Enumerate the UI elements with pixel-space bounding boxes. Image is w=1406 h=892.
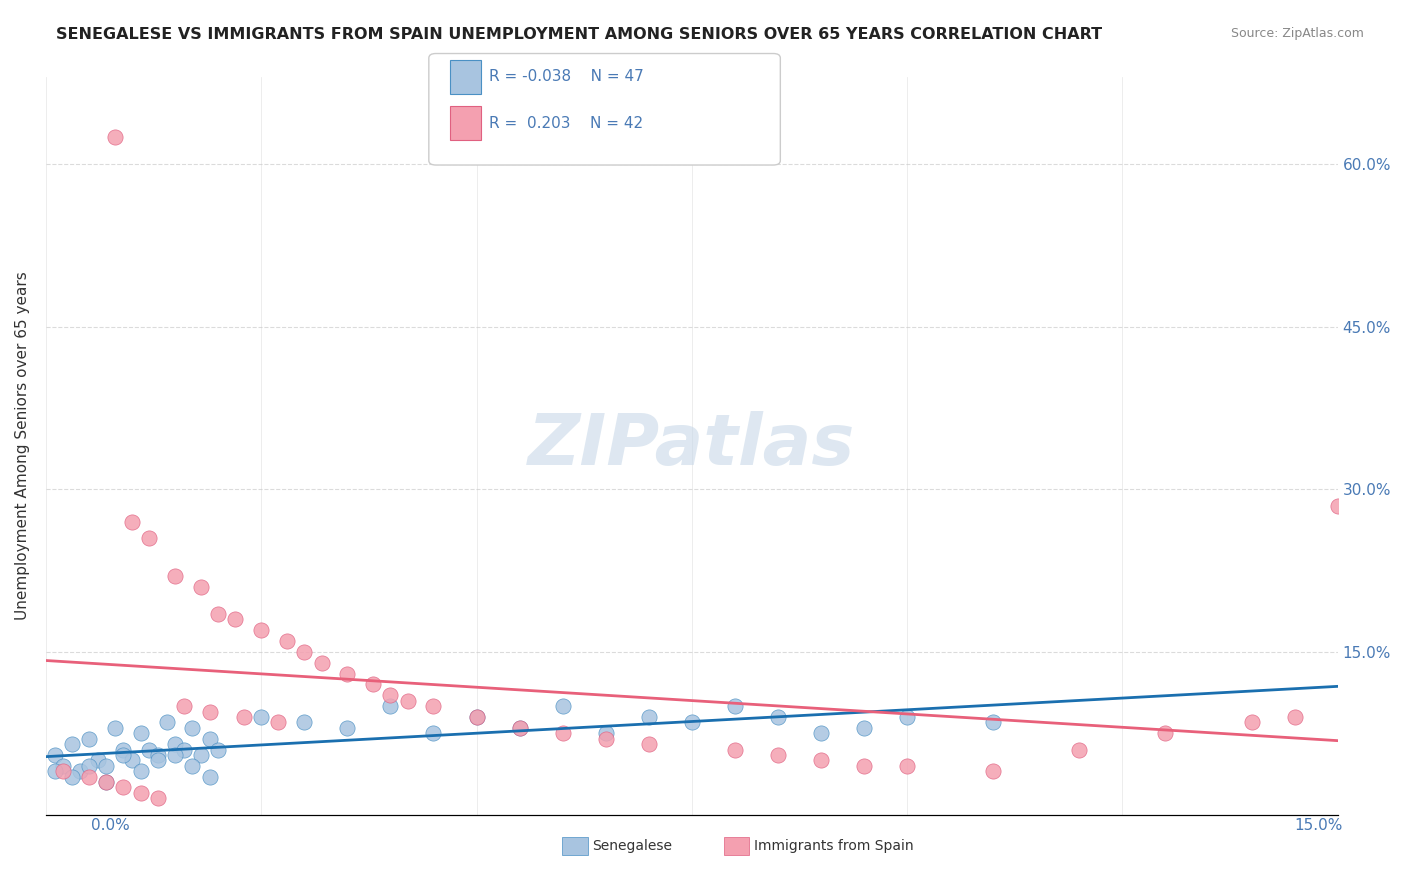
- Point: [422, 699, 444, 714]
- Point: [981, 764, 1004, 779]
- Point: [810, 726, 832, 740]
- Point: [60, 770, 83, 784]
- Point: [44, 747, 66, 762]
- Point: [896, 758, 918, 772]
- Point: [198, 770, 221, 784]
- Point: [52, 764, 75, 779]
- Point: [724, 699, 747, 714]
- Point: [207, 742, 229, 756]
- Point: [853, 721, 876, 735]
- Point: [336, 666, 359, 681]
- Point: [52, 758, 75, 772]
- Y-axis label: Unemployment Among Seniors over 65 years: Unemployment Among Seniors over 65 years: [15, 272, 30, 620]
- Point: [292, 645, 315, 659]
- Point: [165, 747, 187, 762]
- Point: [104, 721, 127, 735]
- Point: [69, 764, 91, 779]
- Point: [181, 758, 204, 772]
- Text: R = -0.038    N = 47: R = -0.038 N = 47: [489, 70, 644, 84]
- Point: [766, 747, 789, 762]
- Point: [121, 753, 143, 767]
- Text: Source: ZipAtlas.com: Source: ZipAtlas.com: [1230, 27, 1364, 40]
- Point: [121, 515, 143, 529]
- Point: [311, 656, 333, 670]
- Point: [509, 721, 531, 735]
- Point: [1069, 742, 1091, 756]
- Point: [146, 753, 169, 767]
- Point: [165, 569, 187, 583]
- Point: [1154, 726, 1177, 740]
- Point: [104, 130, 127, 145]
- Point: [190, 580, 212, 594]
- Point: [129, 764, 152, 779]
- Point: [681, 715, 703, 730]
- Text: SENEGALESE VS IMMIGRANTS FROM SPAIN UNEMPLOYMENT AMONG SENIORS OVER 65 YEARS COR: SENEGALESE VS IMMIGRANTS FROM SPAIN UNEM…: [56, 27, 1102, 42]
- Text: ZIPatlas: ZIPatlas: [529, 411, 855, 481]
- Point: [138, 742, 160, 756]
- Point: [276, 634, 298, 648]
- Point: [1240, 715, 1263, 730]
- Point: [129, 726, 152, 740]
- Point: [96, 775, 118, 789]
- Point: [77, 758, 100, 772]
- Point: [173, 742, 195, 756]
- Point: [595, 726, 617, 740]
- Point: [77, 770, 100, 784]
- Point: [129, 786, 152, 800]
- Point: [165, 737, 187, 751]
- Text: 15.0%: 15.0%: [1295, 818, 1343, 832]
- Text: R =  0.203    N = 42: R = 0.203 N = 42: [489, 116, 644, 130]
- Point: [155, 715, 177, 730]
- Point: [86, 753, 108, 767]
- Text: 0.0%: 0.0%: [91, 818, 131, 832]
- Point: [551, 699, 574, 714]
- Point: [146, 747, 169, 762]
- Text: Senegalese: Senegalese: [592, 838, 672, 853]
- Point: [380, 699, 402, 714]
- Point: [637, 737, 659, 751]
- Point: [595, 731, 617, 746]
- Point: [292, 715, 315, 730]
- Point: [336, 721, 359, 735]
- Point: [551, 726, 574, 740]
- Point: [60, 737, 83, 751]
- Point: [250, 624, 273, 638]
- Point: [724, 742, 747, 756]
- Point: [138, 531, 160, 545]
- Point: [896, 710, 918, 724]
- Text: Immigrants from Spain: Immigrants from Spain: [754, 838, 914, 853]
- Point: [181, 721, 204, 735]
- Point: [766, 710, 789, 724]
- Point: [465, 710, 488, 724]
- Point: [1326, 499, 1348, 513]
- Point: [422, 726, 444, 740]
- Point: [173, 699, 195, 714]
- Point: [112, 747, 135, 762]
- Point: [112, 742, 135, 756]
- Point: [190, 747, 212, 762]
- Point: [207, 607, 229, 621]
- Point: [112, 780, 135, 795]
- Point: [224, 612, 246, 626]
- Point: [198, 705, 221, 719]
- Point: [1284, 710, 1306, 724]
- Point: [267, 715, 290, 730]
- Point: [77, 731, 100, 746]
- Point: [96, 758, 118, 772]
- Point: [361, 677, 384, 691]
- Point: [637, 710, 659, 724]
- Point: [509, 721, 531, 735]
- Point: [146, 791, 169, 805]
- Point: [198, 731, 221, 746]
- Point: [96, 775, 118, 789]
- Point: [810, 753, 832, 767]
- Point: [233, 710, 256, 724]
- Point: [465, 710, 488, 724]
- Point: [396, 694, 419, 708]
- Point: [853, 758, 876, 772]
- Point: [981, 715, 1004, 730]
- Point: [250, 710, 273, 724]
- Point: [44, 764, 66, 779]
- Point: [380, 689, 402, 703]
